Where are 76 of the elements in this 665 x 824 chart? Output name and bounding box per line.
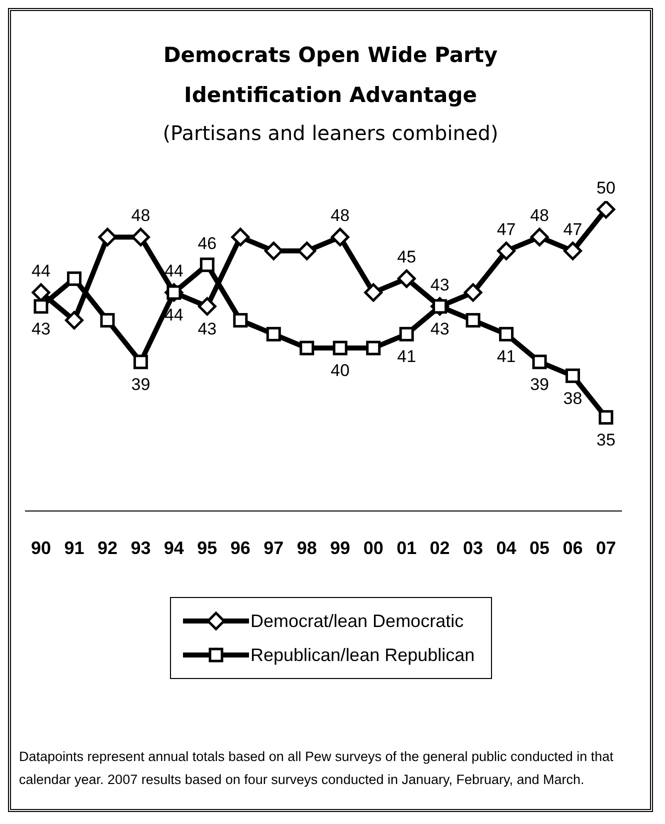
data-label: 40 bbox=[330, 361, 350, 380]
x-tick-label: 98 bbox=[296, 538, 317, 558]
point bbox=[231, 228, 250, 246]
data-label: 38 bbox=[563, 388, 582, 408]
point bbox=[133, 354, 148, 370]
data-label: 47 bbox=[496, 220, 516, 239]
x-tick-label: 07 bbox=[596, 538, 616, 558]
x-tick-label: 03 bbox=[463, 538, 484, 558]
legend-label: Democrat/lean Democratic bbox=[250, 610, 464, 632]
point bbox=[330, 228, 350, 246]
point bbox=[596, 201, 616, 219]
data-label: 48 bbox=[530, 206, 549, 226]
x-tick-label: 92 bbox=[97, 538, 118, 558]
text: Datapoints represent annual totals based on all Pew surveys of the general public conducted in that calendar year. 2007 results based on four surveys conducted in January, February, and March. bbox=[19, 748, 614, 789]
point bbox=[266, 326, 281, 342]
data-label: 39 bbox=[131, 374, 150, 394]
data-label: 43 bbox=[198, 319, 217, 338]
data-label: 44 bbox=[164, 262, 184, 281]
point bbox=[532, 354, 547, 370]
data-label: 48 bbox=[330, 206, 350, 226]
point bbox=[564, 242, 582, 260]
point bbox=[198, 297, 216, 316]
point bbox=[499, 326, 514, 342]
point bbox=[233, 313, 248, 328]
x-tick-label: 06 bbox=[562, 538, 583, 558]
data-label: 43 bbox=[32, 319, 50, 338]
point bbox=[200, 258, 214, 272]
data-label: 44 bbox=[32, 262, 50, 281]
x-tick-label: 95 bbox=[197, 538, 218, 558]
point bbox=[497, 242, 516, 260]
data-label: 43 bbox=[430, 319, 450, 338]
point bbox=[131, 228, 150, 246]
x-tick-label: 93 bbox=[130, 538, 151, 558]
data-label: 50 bbox=[596, 178, 616, 198]
x-tick-label: 90 bbox=[30, 538, 52, 558]
point bbox=[100, 313, 115, 328]
point bbox=[364, 283, 383, 302]
point bbox=[598, 410, 614, 425]
point bbox=[300, 340, 314, 356]
point bbox=[64, 311, 84, 330]
point bbox=[530, 228, 549, 246]
point bbox=[264, 242, 283, 260]
point bbox=[399, 326, 414, 342]
x-tick-label: 99 bbox=[330, 538, 350, 558]
data-label: 39 bbox=[530, 374, 549, 394]
x-tick-label: 96 bbox=[230, 538, 250, 558]
point bbox=[464, 283, 482, 302]
point bbox=[466, 313, 480, 328]
data-label: 47 bbox=[563, 220, 582, 239]
data-label: 41 bbox=[496, 347, 516, 366]
x-tick-label: 04 bbox=[496, 538, 516, 558]
x-tick-label: 94 bbox=[164, 538, 184, 558]
data-label: 48 bbox=[131, 206, 150, 226]
data-label: 46 bbox=[198, 234, 217, 253]
legend-label: Republican/lean Republican bbox=[250, 644, 475, 666]
point bbox=[397, 269, 416, 288]
x-tick-label: 02 bbox=[430, 538, 450, 558]
x-tick-label: 97 bbox=[264, 538, 284, 558]
point bbox=[66, 271, 82, 286]
chart-subtitle: (Partisans and leaners combined) bbox=[162, 120, 500, 147]
x-tick-label: 91 bbox=[64, 538, 84, 558]
x-tick-label: 01 bbox=[396, 538, 417, 558]
point bbox=[298, 242, 316, 260]
point bbox=[332, 340, 348, 356]
data-label: 35 bbox=[596, 430, 616, 450]
data-label: 45 bbox=[397, 248, 416, 267]
point bbox=[366, 340, 381, 356]
point bbox=[34, 299, 48, 314]
x-tick-label: 05 bbox=[530, 538, 550, 558]
data-label: 43 bbox=[430, 275, 450, 294]
x-tick-label: 00 bbox=[363, 538, 384, 558]
chart-title: Democrats Open Wide Party Identification Advantage bbox=[162, 42, 499, 109]
data-label: 44 bbox=[164, 306, 184, 325]
data-label: 41 bbox=[397, 347, 416, 366]
point bbox=[98, 228, 117, 246]
point bbox=[566, 368, 580, 384]
